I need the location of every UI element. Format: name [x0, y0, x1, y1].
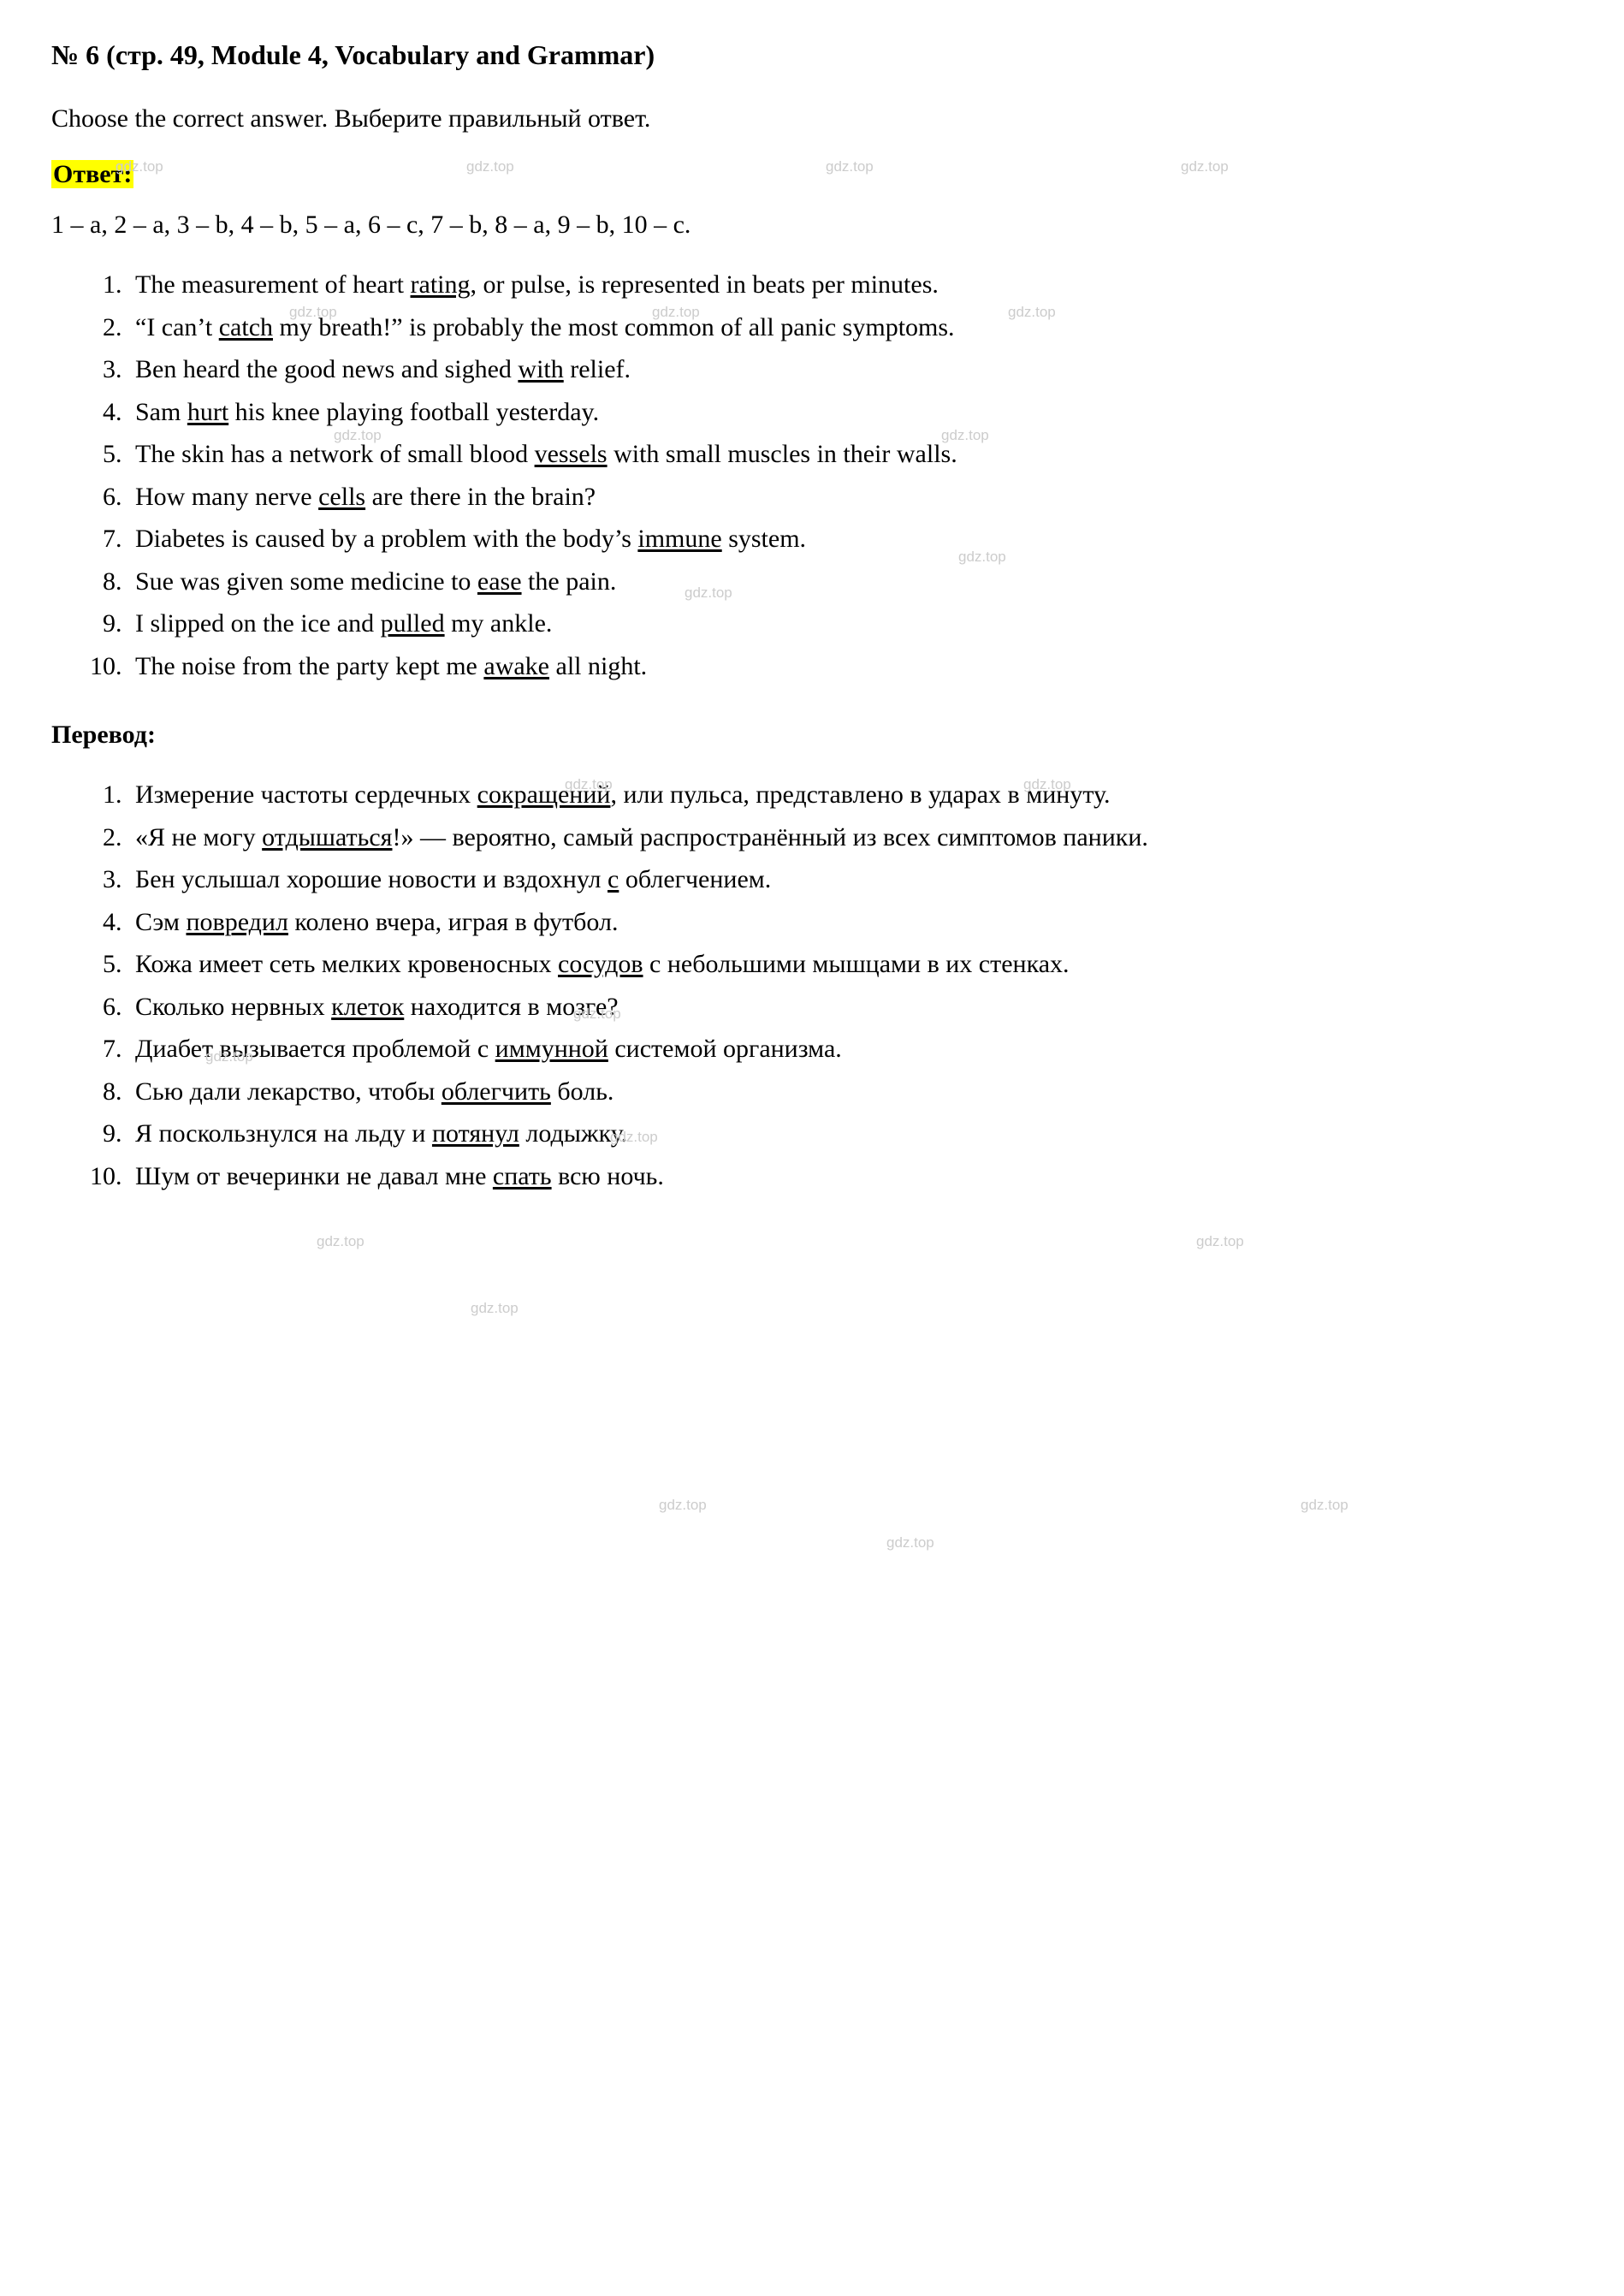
text-part: Сью дали лекарство, чтобы: [135, 1077, 442, 1106]
text-part: Ben heard the good news and sighed: [135, 355, 518, 383]
text-part: my breath!” is probably the most common …: [273, 313, 955, 341]
list-item: Диабет вызывается проблемой с иммунной с…: [128, 1030, 1573, 1068]
underlined-word: immune: [637, 525, 721, 553]
text-part: all night.: [549, 652, 647, 680]
answer-label: Ответ:: [51, 160, 133, 188]
text-part: Сколько нервных: [135, 993, 331, 1021]
watermark-text: gdz.top: [886, 1532, 934, 1554]
answer-label-row: Ответ:: [51, 155, 1573, 193]
text-part: , or pulse, is represented in beats per …: [471, 270, 939, 299]
text-part: с небольшими мышцами в их стенках.: [643, 950, 1070, 978]
text-part: Измерение частоты сердечных: [135, 780, 477, 809]
list-item: Сэм повредил колено вчера, играя в футбо…: [128, 904, 1573, 941]
text-part: Сэм: [135, 908, 186, 936]
text-part: находится в мозге?: [404, 993, 618, 1021]
list-item: Измерение частоты сердечных сокращений, …: [128, 776, 1573, 814]
list-item: Бен услышал хорошие новости и вздохнул с…: [128, 861, 1573, 899]
document-root: № 6 (стр. 49, Module 4, Vocabulary and G…: [51, 34, 1573, 1195]
underlined-word: pulled: [381, 609, 445, 638]
underlined-word: потянул: [432, 1119, 519, 1148]
text-part: , или пульса, представлено в ударах в ми…: [610, 780, 1110, 809]
list-item: Шум от вечеринки не давал мне спать всю …: [128, 1158, 1573, 1195]
text-part: The measurement of heart: [135, 270, 411, 299]
english-list: The measurement of heart rating, or puls…: [51, 266, 1573, 685]
text-part: “I can’t: [135, 313, 219, 341]
text-part: Диабет вызывается проблемой с: [135, 1035, 495, 1063]
list-item: The noise from the party kept me awake a…: [128, 648, 1573, 685]
list-item: Я поскользнулся на льду и потянул лодыжк…: [128, 1115, 1573, 1153]
underlined-word: сокращений: [477, 780, 611, 809]
list-item: Diabetes is caused by a problem with the…: [128, 520, 1573, 558]
text-part: !» — вероятно, самый распространённый из…: [392, 823, 1147, 851]
list-item: How many nerve cells are there in the br…: [128, 478, 1573, 516]
text-part: системой организма.: [608, 1035, 842, 1063]
instruction-text: Choose the correct answer. Выберите прав…: [51, 99, 1573, 138]
text-part: колено вчера, играя в футбол.: [288, 908, 619, 936]
underlined-word: hurt: [187, 398, 228, 426]
list-item: Sue was given some medicine to ease the …: [128, 563, 1573, 601]
list-item: Сью дали лекарство, чтобы облегчить боль…: [128, 1073, 1573, 1111]
list-item: Sam hurt his knee playing football yeste…: [128, 394, 1573, 431]
underlined-word: сосудов: [558, 950, 643, 978]
text-part: Sue was given some medicine to: [135, 567, 477, 596]
underlined-word: cells: [318, 483, 365, 511]
watermark-text: gdz.top: [1301, 1494, 1348, 1516]
text-part: The noise from the party kept me: [135, 652, 483, 680]
underlined-word: awake: [483, 652, 549, 680]
text-part: Sam: [135, 398, 187, 426]
list-item: Сколько нервных клеток находится в мозге…: [128, 988, 1573, 1026]
watermark-text: gdz.top: [317, 1231, 365, 1253]
text-part: The skin has a network of small blood: [135, 440, 535, 468]
translation-header: Перевод:: [51, 715, 1573, 754]
text-part: the pain.: [522, 567, 617, 596]
list-item: “I can’t catch my breath!” is probably t…: [128, 309, 1573, 347]
underlined-word: спать: [493, 1162, 552, 1190]
text-part: Diabetes is caused by a problem with the…: [135, 525, 637, 553]
exercise-title: № 6 (стр. 49, Module 4, Vocabulary and G…: [51, 34, 1573, 75]
list-item: Ben heard the good news and sighed with …: [128, 351, 1573, 389]
underlined-word: catch: [219, 313, 273, 341]
text-part: system.: [722, 525, 806, 553]
underlined-word: ease: [477, 567, 522, 596]
text-part: relief.: [564, 355, 631, 383]
underlined-word: with: [518, 355, 563, 383]
list-item: The skin has a network of small blood ve…: [128, 436, 1573, 473]
list-item: «Я не могу отдышаться!» — вероятно, самы…: [128, 819, 1573, 857]
text-part: Кожа имеет сеть мелких кровеносных: [135, 950, 558, 978]
underlined-word: с: [608, 865, 619, 893]
underlined-word: облегчить: [442, 1077, 551, 1106]
text-part: How many nerve: [135, 483, 318, 511]
underlined-word: отдышаться: [262, 823, 392, 851]
russian-list: Измерение частоты сердечных сокращений, …: [51, 776, 1573, 1195]
text-part: I slipped on the ice and: [135, 609, 381, 638]
text-part: боль.: [551, 1077, 614, 1106]
answer-key: 1 – a, 2 – a, 3 – b, 4 – b, 5 – a, 6 – c…: [51, 205, 1573, 244]
underlined-word: иммунной: [495, 1035, 608, 1063]
watermark-text: gdz.top: [659, 1494, 707, 1516]
text-part: with small muscles in their walls.: [608, 440, 957, 468]
list-item: The measurement of heart rating, or puls…: [128, 266, 1573, 304]
text-part: Бен услышал хорошие новости и вздохнул: [135, 865, 608, 893]
underlined-word: клеток: [331, 993, 404, 1021]
underlined-word: rating: [411, 270, 471, 299]
text-part: are there in the brain?: [365, 483, 596, 511]
text-part: облегчением.: [619, 865, 771, 893]
list-item: Кожа имеет сеть мелких кровеносных сосуд…: [128, 946, 1573, 983]
watermark-text: gdz.top: [471, 1297, 519, 1320]
underlined-word: повредил: [186, 908, 287, 936]
text-part: my ankle.: [445, 609, 553, 638]
text-part: his knee playing football yesterday.: [228, 398, 599, 426]
list-item: I slipped on the ice and pulled my ankle…: [128, 605, 1573, 643]
text-part: «Я не могу: [135, 823, 262, 851]
text-part: всю ночь.: [552, 1162, 664, 1190]
watermark-text: gdz.top: [1196, 1231, 1244, 1253]
text-part: лодыжку.: [519, 1119, 627, 1148]
text-part: Шум от вечеринки не давал мне: [135, 1162, 493, 1190]
underlined-word: vessels: [535, 440, 608, 468]
text-part: Я поскользнулся на льду и: [135, 1119, 432, 1148]
